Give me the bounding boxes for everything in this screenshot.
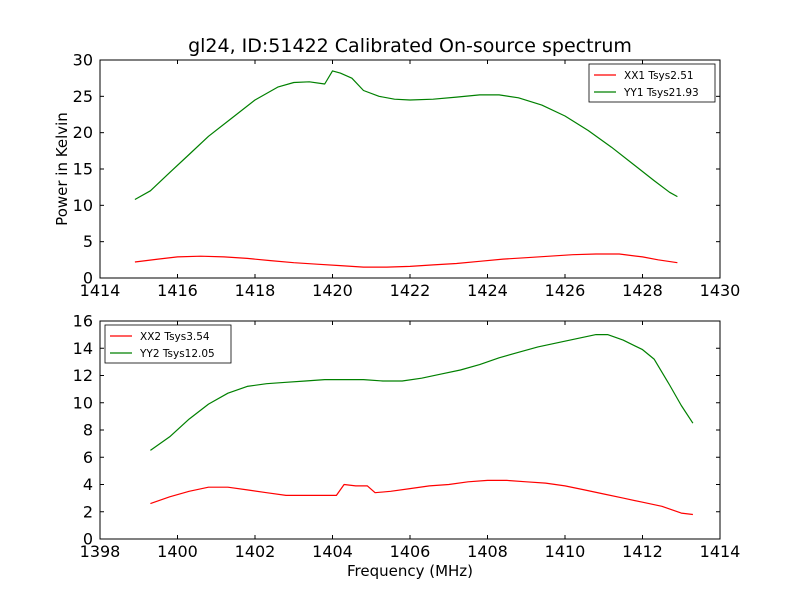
x-tick-label: 1414 <box>700 542 741 561</box>
legend-box <box>588 63 716 103</box>
x-tick-label: 1416 <box>157 281 198 300</box>
figure-title: gl24, ID:51422 Calibrated On-source spec… <box>188 35 632 57</box>
series-line-xx2 <box>150 479 693 516</box>
series-line-xx1 <box>134 253 678 268</box>
x-tick-label: 1418 <box>235 281 276 300</box>
series-line-yy1 <box>134 70 678 201</box>
x-tick-label: 1412 <box>622 542 663 561</box>
x-tick-label: 1428 <box>622 281 663 300</box>
plot-layer: 1414 1416 1418 1420 1422 1424 1426 1428 14300510… <box>53 51 740 581</box>
y-tick-label: 20 <box>73 123 93 142</box>
legend-entry: XX1 Tsys2.51 <box>624 70 694 82</box>
y-tick-label: 2 <box>83 502 93 521</box>
legend-box <box>104 324 232 364</box>
x-tick-label: 1408 <box>467 542 508 561</box>
x-tick-label: 1414 <box>80 281 121 300</box>
x-axis-label: Frequency (MHz) <box>347 562 473 580</box>
y-tick-label: 8 <box>83 421 93 440</box>
x-tick-label: 1400 <box>157 542 198 561</box>
y-tick-label: 0 <box>83 530 93 549</box>
x-tick-label: 1406 <box>390 542 431 561</box>
x-tick-label: 1430 <box>700 281 741 300</box>
y-axis-label: Power in Kelvin <box>53 112 71 226</box>
y-tick-label: 4 <box>83 475 93 494</box>
legend: XX2 Tsys3.54 YY2 Tsys12.05 <box>104 324 232 364</box>
x-tick-label: 1424 <box>467 281 508 300</box>
y-tick-label: 10 <box>73 196 93 215</box>
y-tick-label: 10 <box>73 393 93 412</box>
x-tick-label: 1398 <box>80 542 121 561</box>
x-tick-label: 1422 <box>390 281 431 300</box>
y-tick-label: 12 <box>73 366 93 385</box>
x-tick-label: 1420 <box>312 281 353 300</box>
legend-entry: YY1 Tsys21.93 <box>623 87 699 99</box>
y-tick-label: 0 <box>83 269 93 288</box>
y-tick-label: 25 <box>73 87 93 106</box>
y-tick-label: 15 <box>73 160 93 179</box>
legend-entry: XX2 Tsys3.54 <box>140 331 210 343</box>
x-tick-label: 1404 <box>312 542 353 561</box>
legend-entry: YY2 Tsys12.05 <box>139 348 215 360</box>
y-tick-label: 6 <box>83 448 93 467</box>
x-tick-label: 1426 <box>545 281 586 300</box>
chart-2: 1398 1400 1402 1404 1406 1408 1410 1412 14140246… <box>73 312 741 581</box>
chart-1: 1414 1416 1418 1420 1422 1424 1426 1428 1430 0 5 10… <box>53 51 740 301</box>
legend: XX1 Tsys2.51 YY1 Tsys21.93 <box>588 63 716 103</box>
y-tick-label: 30 <box>73 51 93 70</box>
y-tick-label: 5 <box>83 232 93 251</box>
y-tick-label: 16 <box>73 312 93 331</box>
x-tick-label: 1402 <box>235 542 276 561</box>
x-tick-label: 1410 <box>545 542 586 561</box>
y-tick-label: 14 <box>73 339 93 358</box>
series-line-yy2 <box>150 334 694 451</box>
